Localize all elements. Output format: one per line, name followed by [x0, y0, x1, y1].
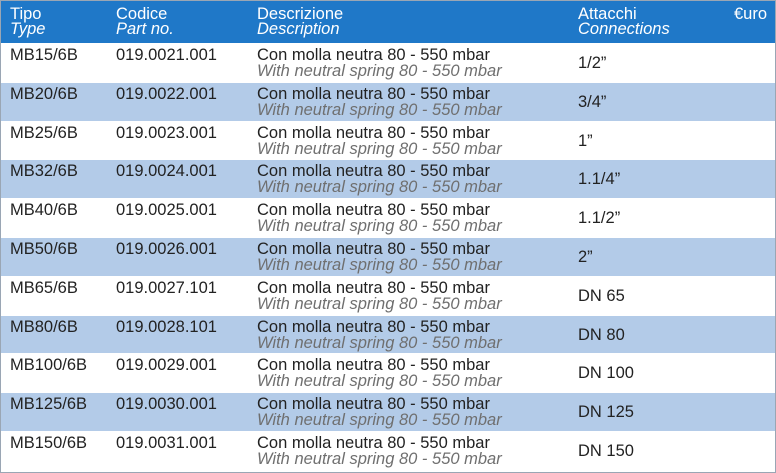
- cell-type: MB25/6B: [10, 123, 78, 142]
- table-header: Tipo Type Codice Part no. Descrizione De…: [1, 1, 775, 43]
- description-it: Con molla neutra 80 - 550 mbar: [257, 46, 490, 64]
- cell-type: MB15/6B: [10, 46, 78, 64]
- description-it: Con molla neutra 80 - 550 mbar: [257, 162, 490, 181]
- cell-description: Con molla neutra 80 - 550 mbar With neutr…: [257, 46, 502, 80]
- cell-part-no: 019.0022.001: [116, 84, 217, 103]
- cell-part-no: 019.0021.001: [116, 46, 217, 64]
- cell-type: MB65/6B: [10, 278, 78, 297]
- table-body: MB15/6B 019.0021.001 Con molla neutra 80 -…: [1, 43, 775, 470]
- description-it: Con molla neutra 80 - 550 mbar: [257, 395, 490, 414]
- cell-connections: 2”: [578, 247, 593, 266]
- cell-connections: DN 150: [578, 441, 634, 460]
- description-it: Con molla neutra 80 - 550 mbar: [257, 317, 490, 336]
- cell-description: Con molla neutra 80 - 550 mbar With neutr…: [257, 84, 502, 119]
- cell-connections: DN 100: [578, 364, 634, 383]
- cell-description: Con molla neutra 80 - 550 mbar With neutr…: [257, 201, 502, 236]
- header-type-en: Type: [10, 20, 46, 38]
- cell-description: Con molla neutra 80 - 550 mbar With neutr…: [257, 433, 502, 468]
- table-row: MB80/6B 019.0028.101 Con molla neutra 80 -…: [1, 314, 775, 354]
- table-row: MB125/6B 019.0030.001 Con molla neutra 80 …: [1, 392, 775, 431]
- cell-part-no: 019.0028.101: [116, 317, 217, 336]
- header-conn-it: Attacchi: [578, 5, 637, 23]
- table-row: MB40/6B 019.0025.001 Con molla neutra 80 -…: [1, 198, 775, 237]
- description-it: Con molla neutra 80 - 550 mbar: [257, 239, 490, 258]
- cell-part-no: 019.0024.001: [116, 162, 217, 181]
- cell-description: Con molla neutra 80 - 550 mbar With neutr…: [257, 278, 502, 313]
- description-en: With neutral spring 80 - 550 mbar: [257, 139, 502, 158]
- table-row: MB150/6B 019.0031.001 Con molla neutra 80 …: [1, 430, 775, 470]
- cell-part-no: 019.0027.101: [116, 278, 217, 297]
- cell-description: Con molla neutra 80 - 550 mbar With neutr…: [257, 162, 502, 197]
- header-type-it: Tipo: [10, 5, 42, 23]
- cell-part-no: 019.0026.001: [116, 239, 217, 258]
- description-en: With neutral spring 80 - 550 mbar: [257, 217, 502, 236]
- table-row: MB50/6B 019.0026.001 Con molla neutra 80 -…: [1, 236, 775, 276]
- cell-part-no: 019.0029.001: [116, 356, 217, 375]
- cell-type: MB32/6B: [10, 162, 78, 181]
- description-en: With neutral spring 80 - 550 mbar: [257, 411, 502, 430]
- description-it: Con molla neutra 80 - 550 mbar: [257, 123, 490, 142]
- description-it: Con molla neutra 80 - 550 mbar: [257, 433, 490, 452]
- header-conn-en: Connections: [578, 20, 670, 38]
- cell-description: Con molla neutra 80 - 550 mbar With neutr…: [257, 239, 502, 274]
- cell-description: Con molla neutra 80 - 550 mbar With neutr…: [257, 317, 502, 352]
- cell-connections: DN 125: [578, 403, 634, 422]
- cell-connections: 1/2”: [578, 54, 607, 72]
- cell-type: MB20/6B: [10, 84, 78, 103]
- cell-description: Con molla neutra 80 - 550 mbar With neutr…: [257, 395, 502, 430]
- header-connections: Attacchi Connections: [578, 5, 670, 38]
- description-en: With neutral spring 80 - 550 mbar: [257, 449, 502, 468]
- description-en: With neutral spring 80 - 550 mbar: [257, 178, 502, 197]
- cell-type: MB80/6B: [10, 317, 78, 336]
- description-en: With neutral spring 80 - 550 mbar: [257, 333, 502, 352]
- description-en: With neutral spring 80 - 550 mbar: [257, 62, 502, 80]
- description-it: Con molla neutra 80 - 550 mbar: [257, 201, 490, 220]
- cell-type: MB50/6B: [10, 239, 78, 258]
- table-row: MB15/6B 019.0021.001 Con molla neutra 80 -…: [1, 43, 775, 82]
- header-code-it: Codice: [116, 5, 168, 23]
- cell-type: MB125/6B: [10, 395, 88, 414]
- description-en: With neutral spring 80 - 550 mbar: [257, 294, 502, 313]
- cell-part-no: 019.0031.001: [116, 433, 217, 452]
- description-it: Con molla neutra 80 - 550 mbar: [257, 356, 490, 375]
- header-type: Tipo Type: [10, 5, 46, 38]
- cell-part-no: 019.0030.001: [116, 395, 217, 414]
- cell-connections: 3/4”: [578, 92, 607, 111]
- table-row: MB65/6B 019.0027.101 Con molla neutra 80 -…: [1, 275, 775, 315]
- header-code: Codice Part no.: [116, 5, 174, 38]
- description-en: With neutral spring 80 - 550 mbar: [257, 372, 502, 391]
- table-row: MB20/6B 019.0022.001 Con molla neutra 80 -…: [1, 81, 775, 121]
- description-en: With neutral spring 80 - 550 mbar: [257, 255, 502, 274]
- cell-connections: DN 65: [578, 286, 625, 305]
- header-description: Descrizione Description: [257, 5, 344, 38]
- header-code-en: Part no.: [116, 20, 174, 38]
- table-row: MB100/6B 019.0029.001 Con molla neutra 80 …: [1, 353, 775, 392]
- table-row: MB32/6B 019.0024.001 Con molla neutra 80 -…: [1, 159, 775, 199]
- description-en: With neutral spring 80 - 550 mbar: [257, 100, 502, 119]
- description-it: Con molla neutra 80 - 550 mbar: [257, 84, 490, 103]
- cell-connections: 1”: [578, 131, 593, 150]
- cell-type: MB40/6B: [10, 201, 78, 220]
- header-euro: €uro: [733, 5, 767, 23]
- cell-part-no: 019.0023.001: [116, 123, 217, 142]
- header-desc-en: Description: [257, 20, 340, 38]
- cell-connections: 1.1/2”: [578, 209, 621, 228]
- cell-description: Con molla neutra 80 - 550 mbar With neutr…: [257, 356, 502, 391]
- header-desc-it: Descrizione: [257, 5, 344, 23]
- cell-type: MB100/6B: [10, 356, 88, 375]
- cell-description: Con molla neutra 80 - 550 mbar With neutr…: [257, 123, 502, 158]
- cell-part-no: 019.0025.001: [116, 201, 217, 220]
- cell-connections: 1.1/4”: [578, 170, 621, 189]
- description-it: Con molla neutra 80 - 550 mbar: [257, 278, 490, 297]
- cell-connections: DN 80: [578, 325, 625, 344]
- cell-type: MB150/6B: [10, 433, 88, 452]
- table-row: MB25/6B 019.0023.001 Con molla neutra 80 -…: [1, 120, 775, 160]
